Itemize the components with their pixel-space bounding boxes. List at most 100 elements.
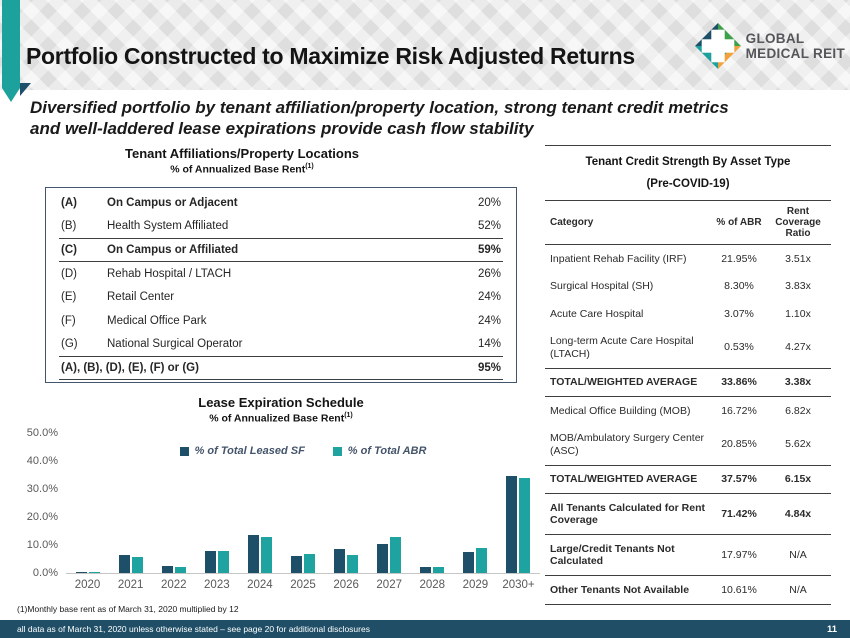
bar	[476, 548, 488, 573]
row-value: 24%	[477, 314, 501, 327]
subtitle-line2: and well-laddered lease expirations prov…	[30, 119, 534, 138]
row-value: 14%	[477, 338, 501, 351]
company-logo: GLOBAL MEDICAL REIT	[694, 23, 845, 69]
y-axis-tick: 20.0%	[26, 510, 58, 523]
affiliations-subtitle: % of Annualized Base Rent(1)	[6, 163, 478, 176]
row-category: TOTAL/WEIGHTED AVERAGE	[550, 473, 698, 485]
table-row: (B) Health System Affiliated 52%	[59, 215, 503, 239]
bar-group	[281, 433, 324, 573]
bar	[174, 566, 186, 573]
credit-table-body: Inpatient Rehab Facility (IRF) 21.95% 3.51…	[545, 245, 831, 605]
row-ratio: 3.51x	[785, 252, 811, 265]
legend-swatch-icon	[332, 446, 342, 456]
bar	[433, 566, 445, 573]
row-value: 52%	[477, 220, 501, 233]
row-label: On Campus or Affiliated	[107, 243, 239, 256]
chart-subtitle-sup: (1)	[344, 412, 353, 419]
x-axis-label: 2020	[74, 579, 101, 591]
footnote: (1)Monthly base rent as of March 31, 202…	[17, 604, 239, 614]
bar	[304, 554, 316, 573]
y-axis-tick: 0.0%	[32, 566, 58, 579]
row-ratio: 4.84x	[784, 507, 812, 520]
x-axis-label: 2023	[204, 579, 230, 591]
table-row: (A), (B), (D), (E), (F) or (G) 95%	[59, 356, 503, 380]
row-label: Medical Office Park	[107, 314, 207, 327]
row-category: TOTAL/WEIGHTED AVERAGE	[550, 376, 698, 388]
row-ratio: 6.15x	[784, 473, 812, 485]
row-key: (C)	[61, 243, 77, 256]
x-axis-label: 2026	[333, 579, 359, 591]
chart-plot	[66, 433, 540, 574]
y-axis-tick: 30.0%	[26, 482, 58, 495]
row-ratio: 5.62x	[785, 438, 811, 451]
logo-wordmark: GLOBAL MEDICAL REIT	[746, 31, 845, 61]
row-key: (G)	[61, 338, 78, 351]
table-row: (E) Retail Center 24%	[59, 285, 503, 309]
table-row: Inpatient Rehab Facility (IRF) 21.95% 3.51…	[545, 245, 831, 273]
row-value: 95%	[477, 361, 501, 374]
legend-label: % of Total ABR	[347, 445, 427, 457]
x-axis-label: 2025	[290, 579, 316, 591]
bar	[217, 550, 229, 573]
row-abr: 17.97%	[721, 548, 757, 561]
bar	[260, 536, 272, 573]
row-label: Retail Center	[107, 291, 175, 304]
table-row: Medical Office Building (MOB) 16.72% 6.82x	[545, 397, 831, 425]
row-abr: 20.85%	[721, 438, 757, 451]
footer-bar: all data as of March 31, 2020 unless oth…	[0, 620, 850, 638]
affiliations-heading: Tenant Affiliations/Property Locations %…	[6, 146, 478, 176]
row-label: Health System Affiliated	[107, 220, 229, 233]
bar-group	[109, 433, 152, 573]
chart-title: Lease Expiration Schedule	[198, 395, 364, 410]
chart-yaxis: 0.0% 10.0% 20.0% 30.0% 40.0% 50.0%	[18, 426, 58, 580]
credit-strength-table: Tenant Credit Strength By Asset Type (Pr…	[545, 145, 831, 605]
table-row: (D) Rehab Hospital / LTACH 26%	[59, 262, 503, 286]
row-category: Large/Credit Tenants Not Calculated	[550, 542, 675, 568]
bar	[291, 555, 303, 573]
bar-group	[195, 433, 238, 573]
row-abr: 21.95%	[721, 252, 757, 265]
table-row: Long-term Acute Care Hospital (LTACH) 0.5…	[545, 328, 831, 368]
row-key: (F)	[61, 314, 76, 327]
affiliations-subtitle-text: % of Annualized Base Rent	[170, 163, 306, 176]
row-category: MOB/Ambulatory Surgery Center (ASC)	[550, 432, 705, 457]
x-axis-label: 2028	[419, 579, 446, 591]
bar	[347, 554, 359, 573]
legend-item: % of Total ABR	[332, 445, 427, 457]
x-axis-label: 2027	[376, 579, 402, 591]
slide-subtitle: Diversified portfolio by tenant affiliat…	[30, 97, 835, 139]
bar-group	[325, 433, 368, 573]
row-category: Medical Office Building (MOB)	[550, 404, 691, 417]
bar	[75, 571, 87, 573]
y-axis-tick: 50.0%	[26, 426, 58, 439]
lease-expiration-chart: 0.0% 10.0% 20.0% 30.0% 40.0% 50.0% % of Total…	[18, 426, 542, 598]
table-row: (F) Medical Office Park 24%	[59, 309, 503, 333]
logo-line2: MEDICAL REIT	[745, 46, 845, 61]
x-axis-label: 2024	[247, 579, 273, 591]
row-key: (B)	[61, 220, 77, 233]
row-abr: 71.42%	[721, 507, 757, 520]
ribbon-accent	[2, 0, 20, 88]
bar	[463, 552, 475, 573]
row-ratio: 6.82x	[785, 404, 811, 417]
row-abr: 37.57%	[721, 473, 757, 485]
row-category: Other Tenants Not Available	[550, 583, 690, 596]
bar-group	[152, 433, 195, 573]
row-abr: 33.86%	[721, 376, 757, 388]
y-axis-tick: 40.0%	[26, 454, 58, 467]
table-row: Acute Care Hospital 3.07% 1.10x	[545, 300, 831, 328]
row-ratio: 1.10x	[785, 307, 811, 320]
bar	[118, 555, 130, 573]
bar	[334, 548, 346, 573]
legend-item: % of Total Leased SF	[179, 445, 305, 457]
bar	[247, 535, 259, 573]
row-value: 59%	[477, 243, 501, 256]
row-ratio: N/A	[789, 583, 807, 596]
table-row: TOTAL/WEIGHTED AVERAGE 37.57% 6.15x	[545, 464, 831, 494]
row-abr: 16.72%	[721, 404, 757, 417]
row-label: On Campus or Adjacent	[107, 196, 238, 209]
bar	[420, 566, 432, 573]
chart-subtitle: % of Annualized Base Rent(1)	[45, 412, 517, 425]
affiliations-subtitle-sup: (1)	[305, 163, 314, 170]
x-axis-label: 2030+	[502, 579, 535, 591]
